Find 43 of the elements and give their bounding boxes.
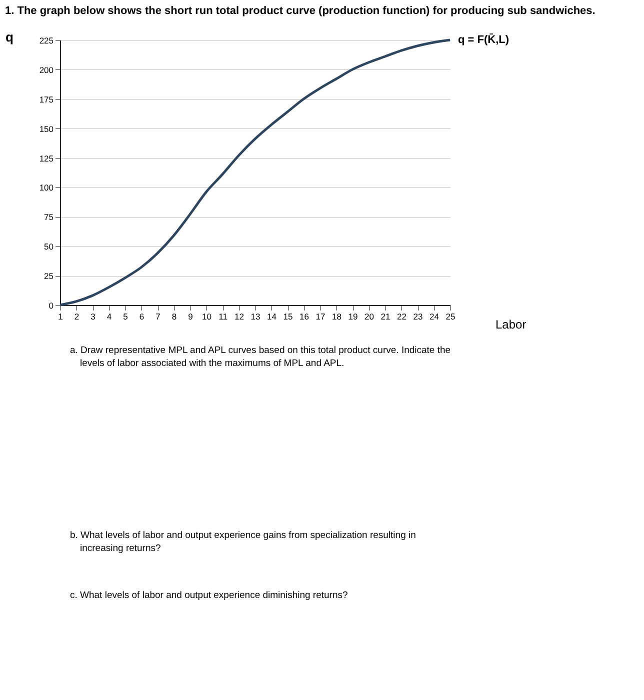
x-tick-label: 21 (380, 312, 390, 322)
x-tick-label: 19 (348, 312, 358, 322)
y-tick-label: 175 (39, 94, 54, 104)
y-tick-label: 125 (39, 153, 54, 164)
x-tick-label: 4 (106, 312, 112, 322)
x-tick-label: 25 (446, 312, 456, 322)
text: a. Draw representative MPL and APL curves based on this total product curve. Indicate the levels of labor associated with the maximums of MPL and APL. (70, 345, 451, 369)
y-tick-label: 50 (44, 242, 54, 252)
x-tick-label: 22 (397, 312, 407, 322)
x-tick-label: 16 (300, 312, 310, 322)
y-tick-label: 25 (44, 271, 54, 282)
y-tick-label: 75 (44, 212, 54, 222)
x-tick-label: 15 (283, 312, 293, 322)
y-tick-label: 0 (48, 300, 54, 310)
x-tick-label: 23 (413, 312, 423, 322)
x-tick-label: 12 (234, 312, 244, 322)
x-tick-label: 9 (188, 312, 194, 322)
x-tick-label: 8 (172, 312, 177, 322)
x-tick-label: 7 (156, 312, 161, 322)
x-tick-label: 1 (58, 312, 64, 322)
x-tick-label: 6 (139, 312, 144, 322)
text: b. What levels of labor and output experience gains from specialization resulting in increasing returns? (70, 530, 416, 554)
chart-title: 1. The graph below shows the short run total product curve (production function) for producing sub sandwiches. (5, 5, 596, 17)
annotation: q = F(K̄,L) (458, 34, 510, 46)
y-tick-label: 225 (39, 36, 54, 46)
y-tick-label: 200 (39, 64, 54, 75)
y-tick-label: 150 (39, 124, 54, 134)
x-tick-label: 5 (123, 312, 128, 322)
line-series (58, 38, 452, 306)
y-axis-title: q (6, 30, 14, 44)
y-tick-label: 100 (39, 182, 54, 193)
x-tick-label: 24 (430, 312, 440, 322)
x-tick-label: 11 (218, 312, 228, 322)
x-tick-label: 3 (90, 312, 96, 322)
x-tick-label: 20 (364, 312, 374, 322)
x-tick-label: 17 (316, 312, 326, 322)
x-axis-title: Labor (496, 318, 526, 332)
x-tick-label: 13 (250, 312, 260, 322)
x-tick-label: 2 (74, 312, 80, 322)
x-tick-label: 18 (332, 312, 342, 322)
x-tick-label: 10 (202, 312, 212, 322)
text: c. What levels of labor and output experience diminishing returns? (70, 590, 348, 601)
x-tick-label: 14 (267, 312, 277, 322)
